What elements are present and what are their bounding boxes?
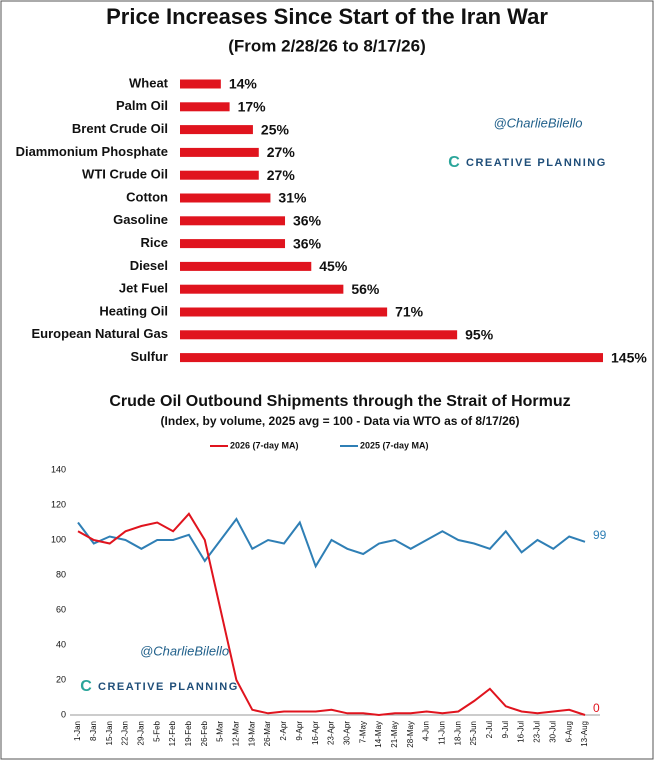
data-label: 56% (351, 281, 380, 297)
x-tick-label: 5-Mar (216, 721, 225, 742)
y-tick-label: Gasoline (113, 212, 168, 227)
x-tick-label: 26-Mar (263, 721, 272, 747)
x-tick-label: 12-Mar (232, 721, 241, 747)
y-tick-label: Rice (141, 235, 168, 250)
watermark: @CharlieBilello (493, 115, 582, 130)
data-label: 17% (238, 99, 267, 115)
x-tick-label: 11-Jun (438, 721, 447, 745)
y-tick-label: 0 (61, 709, 66, 719)
chart-title: Price Increases Since Start of the Iran … (106, 4, 548, 29)
chart-subtitle: (From 2/28/26 to 8/17/26) (228, 36, 425, 55)
logo-icon: C (80, 678, 92, 695)
line-series (77, 512, 586, 717)
y-tick-label: 100 (51, 534, 66, 544)
y-tick-label: Heating Oil (99, 303, 168, 318)
x-tick-label: 1-Jan (73, 721, 82, 741)
data-label: 27% (267, 144, 296, 160)
data-label: 27% (267, 167, 296, 183)
y-tick-label: 140 (51, 464, 66, 474)
bar (180, 147, 259, 157)
y-tick-label: 40 (56, 639, 66, 649)
bar (180, 79, 221, 89)
x-tick-label: 25-Jun (469, 721, 478, 745)
x-tick-label: 12-Feb (168, 720, 177, 746)
x-tick-label: 19-Feb (184, 720, 193, 746)
x-tick-label: 8-Jan (89, 721, 98, 741)
data-label: 0 (593, 701, 600, 715)
bar (180, 307, 388, 317)
x-tick-label: 28-May (406, 721, 415, 748)
data-label: 31% (278, 190, 307, 206)
bar (180, 102, 230, 112)
x-tick-label: 14-May (374, 721, 383, 748)
y-tick-label: 80 (56, 569, 66, 579)
x-tick-label: 15-Jan (105, 721, 114, 745)
x-tick-label: 16-Jul (517, 721, 526, 743)
x-tick-label: 18-Jun (453, 721, 462, 745)
bar (180, 353, 603, 363)
x-tick-label: 9-Jul (501, 721, 510, 739)
bar (180, 193, 271, 203)
x-tick-label: 16-Apr (311, 721, 320, 745)
x-tick-label: 2-Apr (279, 721, 288, 741)
data-label: 45% (319, 258, 348, 274)
watermark: CREATIVE PLANNING (98, 681, 239, 693)
bar (180, 261, 312, 271)
line-series (77, 517, 586, 569)
y-tick-label: Cotton (126, 189, 168, 204)
data-label: 145% (611, 349, 647, 365)
x-tick-label: 7-May (358, 721, 367, 743)
chart-title: Crude Oil Outbound Shipments through the… (109, 393, 570, 410)
y-tick-label: Sulfur (130, 349, 168, 364)
x-tick-label: 5-Feb (152, 720, 161, 741)
y-tick-label: 20 (56, 674, 66, 684)
y-tick-label: Brent Crude Oil (72, 121, 168, 136)
data-label: 36% (293, 213, 322, 229)
x-tick-label: 23-Jul (533, 721, 542, 743)
y-tick-label: Jet Fuel (119, 281, 168, 296)
x-tick-label: 22-Jan (121, 721, 130, 745)
watermark: CREATIVE PLANNING (466, 157, 607, 169)
data-label: 95% (465, 327, 494, 343)
y-tick-label: Palm Oil (116, 98, 168, 113)
chart-subtitle: (Index, by volume, 2025 avg = 100 - Data… (161, 414, 520, 428)
bar (180, 125, 253, 135)
x-tick-label: 29-Jan (136, 721, 145, 745)
x-tick-label: 30-Apr (342, 721, 351, 745)
x-tick-label: 13-Aug (580, 721, 589, 747)
bar (180, 239, 286, 249)
x-tick-label: 4-Jun (422, 721, 431, 741)
watermark: @CharlieBilello (140, 643, 229, 658)
data-label: 71% (395, 304, 424, 320)
y-tick-label: 120 (51, 499, 66, 509)
y-tick-label: WTI Crude Oil (82, 167, 168, 182)
bar (180, 170, 259, 180)
x-tick-label: 19-Mar (247, 721, 256, 747)
y-tick-label: Diesel (130, 258, 168, 273)
x-tick-label: 9-Apr (295, 721, 304, 741)
x-tick-label: 2-Jul (485, 721, 494, 739)
legend-label: 2025 (7-day MA) (360, 440, 429, 450)
bar (180, 284, 344, 294)
y-tick-label: 60 (56, 604, 66, 614)
y-tick-label: Wheat (129, 75, 169, 90)
data-label: 25% (261, 121, 290, 137)
bar (180, 216, 286, 226)
x-tick-label: 30-Jul (548, 721, 557, 743)
data-label: 14% (229, 76, 258, 92)
legend-label: 2026 (7-day MA) (230, 440, 299, 450)
x-tick-label: 21-May (390, 721, 399, 748)
data-label: 36% (293, 235, 322, 251)
y-tick-label: Diammonium Phosphate (16, 144, 168, 159)
x-tick-label: 6-Aug (564, 721, 573, 742)
x-tick-label: 26-Feb (200, 720, 209, 746)
y-tick-label: European Natural Gas (31, 326, 168, 341)
logo-icon: C (448, 154, 460, 171)
data-label: 99 (593, 528, 607, 542)
bar (180, 330, 458, 340)
x-tick-label: 23-Apr (327, 721, 336, 745)
